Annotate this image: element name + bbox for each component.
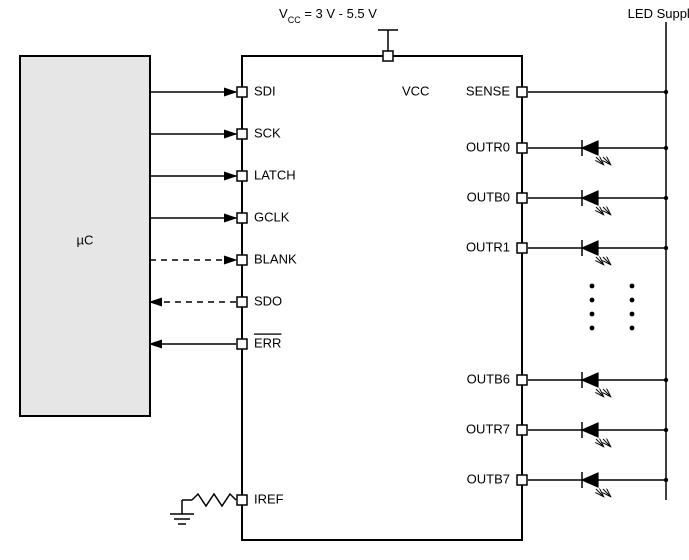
ellipsis-dot (590, 312, 595, 317)
pin-label-sdo: SDO (254, 293, 282, 308)
vcc-inside-label: VCC (402, 83, 429, 98)
ellipsis-dot (590, 326, 595, 331)
pin-label-outb6: OUTB6 (467, 371, 510, 386)
led-icon (582, 423, 598, 437)
led-icon (582, 473, 598, 487)
pin-label-outr1: OUTR1 (466, 239, 510, 254)
pin-label-latch: LATCH (254, 167, 296, 182)
ellipsis-dot (630, 326, 635, 331)
led-driver-block-diagram: µC VCC VCC = 3 V - 5.5 V LED Supply SDI SCK LA… (0, 0, 689, 560)
pin-label-iref: IREF (254, 491, 284, 506)
ellipsis-dot (630, 298, 635, 303)
pin-label-sdi: SDI (254, 83, 276, 98)
pin-label-gclk: GCLK (254, 209, 290, 224)
pin-label-blank: BLANK (254, 251, 297, 266)
mcu-label: µC (77, 232, 94, 247)
ellipsis-dot (590, 284, 595, 289)
pin-label-outb7: OUTB7 (467, 471, 510, 486)
vcc-spec-label: VCC = 3 V - 5.5 V (279, 6, 377, 25)
led-icon (582, 191, 598, 205)
ellipsis-dot (630, 312, 635, 317)
led-icon (582, 241, 598, 255)
pin-label-sck: SCK (254, 125, 281, 140)
resistor-icon (192, 494, 236, 506)
pin-label-outr0: OUTR0 (466, 139, 510, 154)
pin-label-outb0: OUTB0 (467, 189, 510, 204)
ellipsis-dot (630, 284, 635, 289)
pin-label-sense: SENSE (466, 83, 510, 98)
ellipsis-dot (590, 298, 595, 303)
led-supply-label: LED Supply (628, 6, 689, 21)
led-icon (582, 373, 598, 387)
pin-label-outr7: OUTR7 (466, 421, 510, 436)
pin-label-err: ERR (254, 335, 281, 350)
led-icon (582, 141, 598, 155)
chip-block (242, 56, 522, 540)
